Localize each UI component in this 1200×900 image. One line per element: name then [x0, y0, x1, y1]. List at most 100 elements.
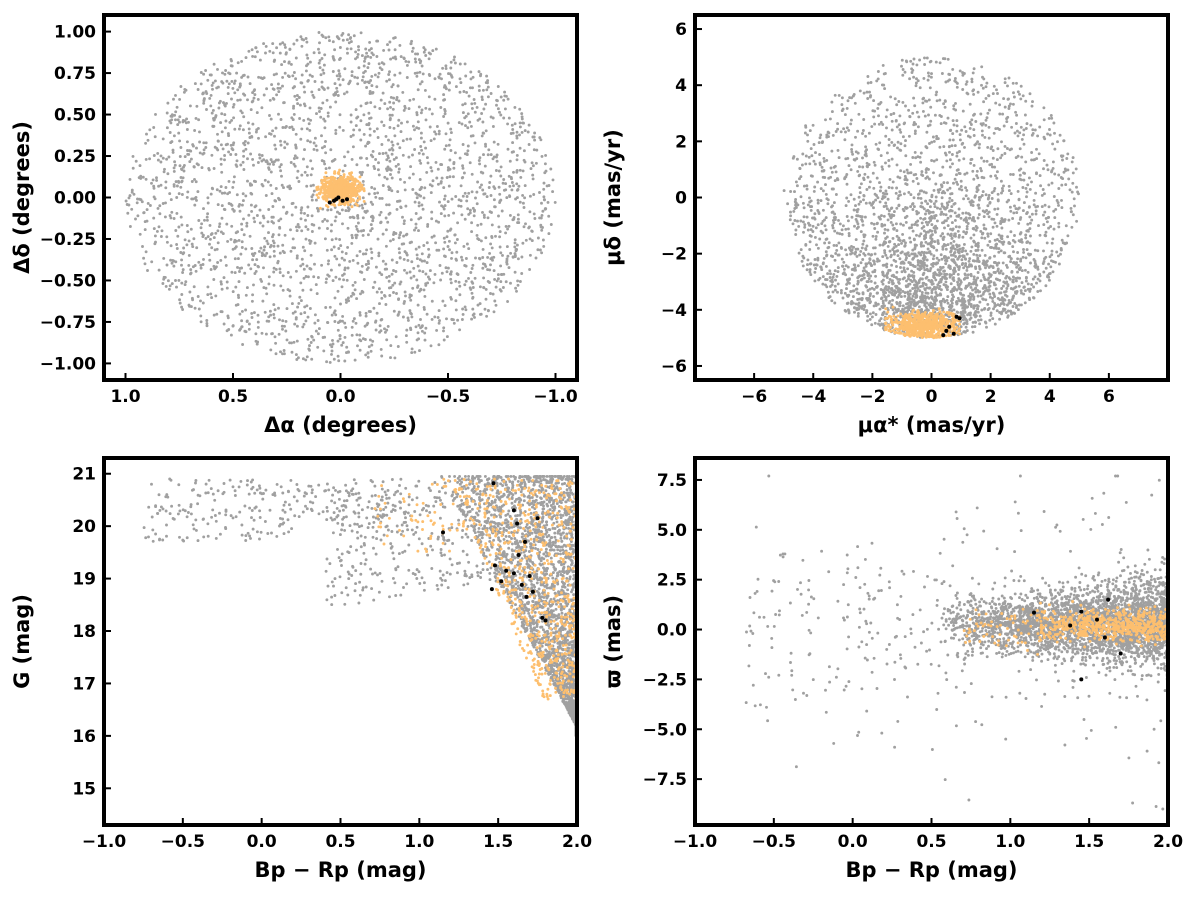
field-point [861, 132, 864, 135]
field-point [454, 308, 458, 312]
field-point [346, 226, 350, 230]
field-point [480, 98, 484, 102]
field-point [872, 206, 875, 210]
field-point [415, 257, 419, 261]
field-point [913, 129, 917, 133]
field-point [442, 338, 446, 342]
field-point [858, 186, 862, 190]
field-point [307, 122, 311, 126]
field-point [299, 217, 303, 221]
field-point [499, 113, 503, 117]
field-point [481, 262, 485, 266]
field-point [309, 239, 313, 243]
field-point [445, 235, 449, 239]
field-point [293, 154, 297, 158]
field-point [238, 270, 241, 273]
field-point [857, 292, 861, 296]
field-point [470, 221, 474, 225]
field-point [230, 79, 234, 83]
field-point [896, 249, 900, 253]
field-point [446, 121, 450, 125]
field-point [528, 194, 532, 198]
field-point [366, 163, 370, 167]
field-point [484, 102, 488, 106]
field-point [471, 307, 475, 311]
field-point [1016, 263, 1020, 267]
field-point [324, 36, 328, 40]
field-point [403, 104, 407, 108]
field-point [215, 247, 219, 251]
field-point [166, 101, 170, 105]
field-point [481, 266, 485, 270]
field-point [185, 140, 189, 144]
field-point [916, 182, 920, 186]
field-point [988, 292, 992, 296]
field-point [360, 264, 364, 268]
field-point [502, 98, 506, 102]
field-point [803, 223, 807, 227]
field-point [404, 294, 407, 298]
field-point [927, 220, 931, 224]
field-point [266, 162, 270, 166]
field-point [494, 169, 498, 172]
field-point [909, 59, 913, 63]
field-point [530, 239, 534, 243]
field-point [360, 54, 364, 58]
field-point [201, 263, 205, 266]
field-point [356, 82, 360, 86]
field-point [977, 203, 981, 207]
field-point [1011, 81, 1015, 85]
field-point [995, 238, 999, 241]
data-points [124, 31, 557, 364]
field-point [293, 85, 296, 89]
field-point [190, 242, 194, 246]
field-point [438, 264, 442, 267]
field-point [1030, 218, 1034, 222]
field-point [246, 157, 249, 161]
field-point [994, 243, 998, 247]
field-point [831, 224, 835, 227]
field-point [946, 232, 950, 236]
field-point [301, 288, 305, 292]
field-point [480, 95, 484, 99]
field-point [953, 177, 957, 181]
field-point [231, 247, 235, 251]
field-point [977, 213, 981, 216]
field-point [246, 141, 250, 145]
field-point [468, 286, 472, 290]
field-point [136, 197, 139, 201]
field-point [279, 217, 283, 221]
field-point [965, 218, 969, 222]
field-point [388, 118, 392, 122]
field-point [496, 107, 500, 111]
field-point [296, 102, 300, 106]
field-point [958, 187, 961, 191]
field-point [398, 256, 402, 260]
field-point [247, 127, 251, 131]
field-point [468, 211, 472, 215]
field-point [1053, 147, 1057, 151]
field-point [231, 143, 235, 147]
field-point [201, 91, 205, 95]
field-point [234, 153, 238, 156]
field-point [316, 276, 320, 279]
field-point [240, 246, 244, 249]
field-point [924, 220, 928, 224]
field-point [499, 289, 503, 293]
field-point [279, 169, 283, 173]
field-point [376, 168, 380, 172]
field-point [386, 43, 389, 47]
field-point [821, 169, 825, 173]
field-point [478, 117, 482, 121]
field-point [961, 235, 965, 239]
field-point [274, 187, 278, 190]
field-point [498, 192, 502, 196]
field-point [353, 288, 357, 292]
field-point [304, 275, 308, 278]
field-point [892, 258, 896, 262]
field-point [384, 244, 388, 248]
field-point [306, 62, 310, 66]
field-point [935, 134, 939, 138]
field-point [361, 75, 365, 79]
field-point [250, 209, 254, 213]
